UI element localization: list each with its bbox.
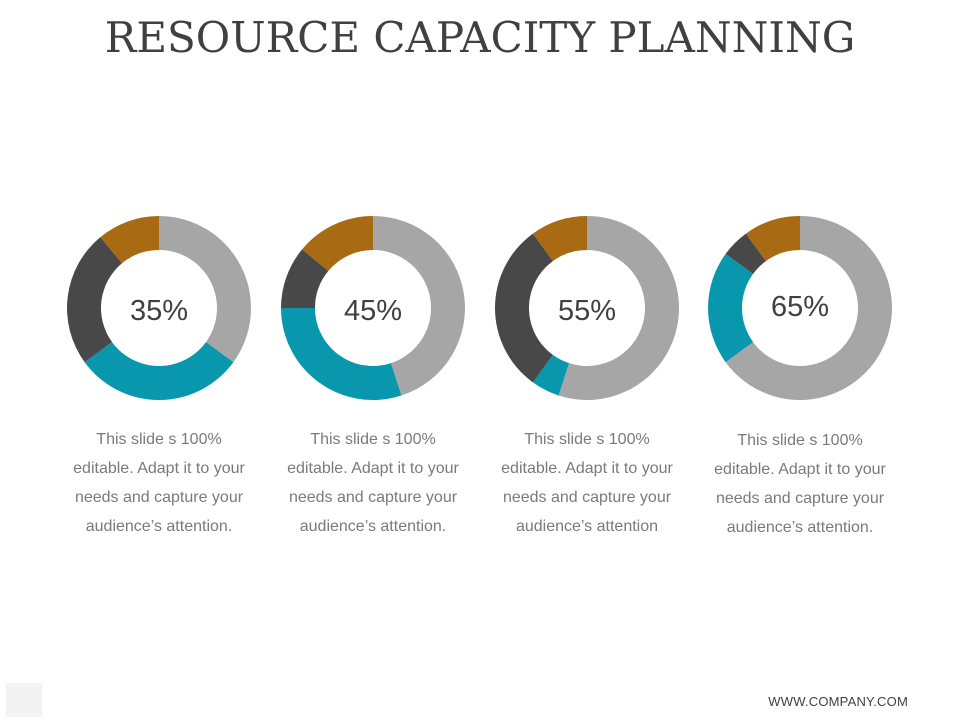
donut-segment-dark [67, 237, 123, 363]
donut-caption-3: This slide s 100% editable. Adapt it to y… [487, 425, 687, 541]
donut-svg: 45% [281, 216, 465, 400]
caption-line: needs and capture your [288, 489, 458, 506]
company-url[interactable]: WWW.COMPANY.COM [768, 694, 908, 709]
donut-caption-1: This slide s 100% editable. Adapt it to y… [59, 425, 259, 541]
caption-line: audience’s attention [515, 518, 659, 535]
donut-segment-teal [281, 308, 402, 400]
donut-segment-dark [725, 233, 766, 274]
caption-line: This slide s 100% [524, 431, 650, 448]
donut-segment-teal [708, 253, 754, 363]
caption-line: audience’s attention. [726, 519, 874, 536]
donut-segment-teal [84, 342, 234, 400]
slide-title: RESOURCE CAPACITY PLANNING [104, 13, 856, 62]
donut-segment-teal [532, 354, 570, 396]
donut-segment-gold [100, 216, 159, 264]
donut-segment-gray [159, 216, 251, 363]
donut-caption-4: This slide s 100% editable. Adapt it to y… [700, 426, 900, 542]
donut-percent-label: 65% [771, 291, 829, 323]
caption-line: This slide s 100% [96, 431, 222, 448]
caption-line: needs and capture your [502, 489, 672, 506]
donut-svg: 55% [495, 216, 679, 400]
donut-segment-gray [373, 216, 465, 396]
caption-line: needs and capture your [715, 490, 885, 507]
caption-line: audience’s attention. [85, 518, 233, 535]
caption-line: editable. Adapt it to your [501, 460, 673, 477]
donut-segment-gray [558, 216, 679, 400]
donut-percent-label: 35% [130, 295, 188, 327]
donut-chart-4: 65% [705, 213, 895, 403]
donut-svg: 35% [67, 216, 251, 400]
caption-line: editable. Adapt it to your [287, 460, 459, 477]
caption-line: This slide s 100% [737, 432, 863, 449]
caption-line: This slide s 100% [310, 431, 436, 448]
donut-segment-gray [725, 216, 892, 400]
donut-svg: 65% [708, 216, 892, 400]
donut-percent-label: 55% [558, 295, 616, 327]
caption-line: needs and capture your [74, 489, 244, 506]
donut-chart-1: 35% [64, 213, 254, 403]
donut-chart-3: 55% [492, 213, 682, 403]
donut-segment-dark [281, 249, 329, 308]
donut-caption-2: This slide s 100% editable. Adapt it to y… [273, 425, 473, 541]
donut-chart-2: 45% [278, 213, 468, 403]
donut-percent-label: 45% [344, 295, 402, 327]
donut-segment-dark [495, 233, 553, 383]
caption-line: editable. Adapt it to your [714, 461, 886, 478]
donut-segment-gold [532, 216, 587, 262]
caption-line: audience’s attention. [299, 518, 447, 535]
donut-segment-gold [302, 216, 373, 272]
caption-line: editable. Adapt it to your [73, 460, 245, 477]
donut-segment-gold [745, 216, 800, 262]
corner-placeholder [6, 683, 42, 717]
